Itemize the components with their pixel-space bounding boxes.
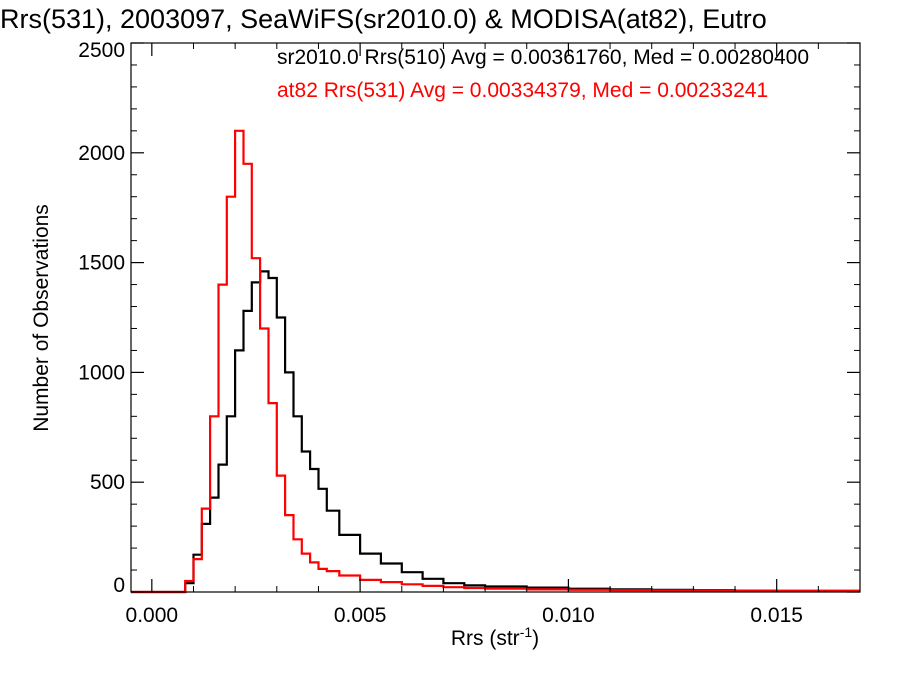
legend-entry-series-2: at82 Rrs(531) Avg = 0.00334379, Med = 0.… <box>277 79 768 102</box>
chart-title: Rrs(531), 2003097, SeaWiFS(sr2010.0) & M… <box>0 4 767 34</box>
x-tick-label: 0.000 <box>126 604 179 627</box>
y-tick-label: 500 <box>90 471 125 494</box>
series-layer <box>131 129 860 594</box>
series-line-2 <box>131 129 860 594</box>
y-tick-label: 2500 <box>78 39 125 62</box>
x-tick-label: 0.015 <box>750 604 803 627</box>
series-line-1 <box>131 270 860 594</box>
y-tick-label: 2000 <box>78 142 125 165</box>
x-tick-label: 0.010 <box>542 604 595 627</box>
legend-entry-series-1: sr2010.0 Rrs(510) Avg = 0.00361760, Med … <box>277 46 809 69</box>
ticks-layer: 0.000 0.005 0.010 0.015 0 500 1000 1500 2000 2500 <box>78 39 860 627</box>
plot-area: 0.000 0.005 0.010 0.015 0 500 1000 1500 2000 2500 <box>78 39 861 627</box>
plot-frame <box>130 42 861 593</box>
x-axis-label: Rrs (str-1) <box>451 624 539 650</box>
y-tick-label: 0 <box>113 574 125 597</box>
y-tick-label: 1500 <box>78 252 125 275</box>
y-axis-label: Number of Observations <box>30 204 53 432</box>
x-tick-label: 0.005 <box>334 604 387 627</box>
y-tick-label: 1000 <box>78 361 125 384</box>
